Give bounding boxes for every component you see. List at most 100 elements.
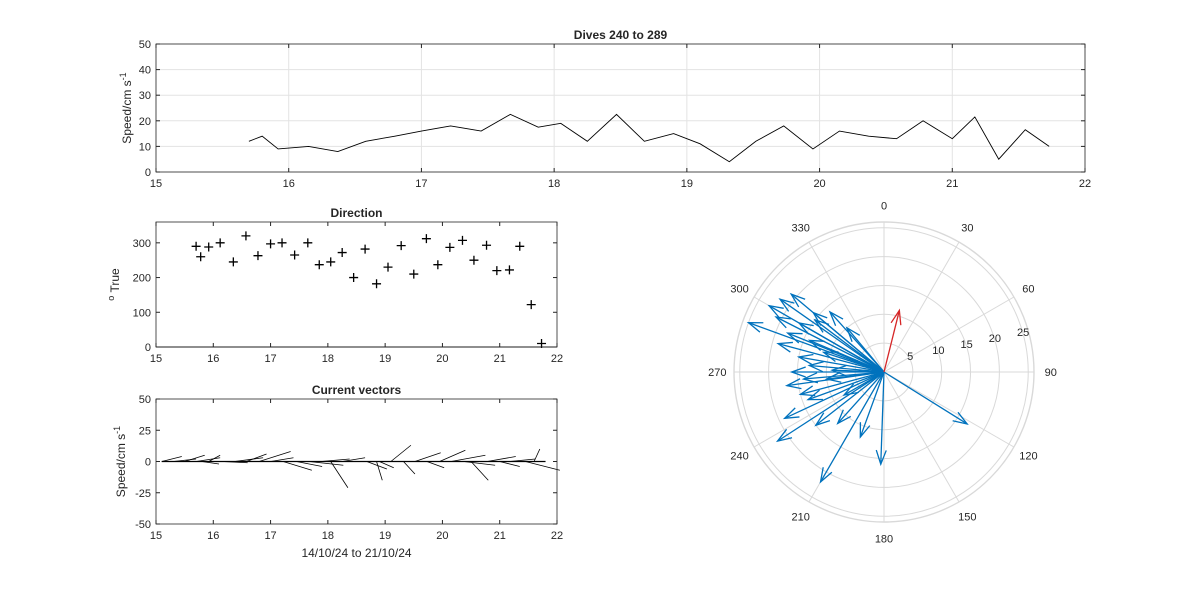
current-arrow-head	[813, 318, 830, 333]
current-arrow-head	[782, 407, 800, 420]
y-axis-label-main: Speed/cm s	[120, 80, 134, 143]
current-arrow-shaft	[775, 316, 885, 373]
direction-point	[409, 269, 419, 279]
polar-spoke	[883, 371, 1015, 448]
x-tick-label: 20	[436, 353, 448, 365]
x-tick-label: 18	[322, 530, 334, 542]
direction-point	[314, 260, 324, 270]
speed-axes: 15 16 17 18 19 20 21 22 0 10 20 30 40 50 Dives 240 to …	[118, 28, 1091, 190]
x-tick-label: 17	[264, 353, 276, 365]
x-tick-label: 18	[322, 353, 334, 365]
direction-point	[433, 260, 443, 270]
x-tick-label: 21	[494, 530, 506, 542]
direction-point	[191, 241, 201, 251]
angle-tick-label: 270	[708, 367, 726, 379]
polar-ring	[768, 256, 1000, 488]
y-tick-label: 300	[133, 238, 151, 250]
current-arrow-shaft	[779, 298, 885, 373]
current-stick	[283, 461, 312, 471]
x-tick-label: 22	[551, 530, 563, 542]
direction-point	[303, 238, 313, 248]
polar-spoke	[808, 241, 885, 373]
current-stick	[426, 461, 445, 469]
current-arrow-head	[775, 428, 793, 443]
current-stick	[509, 458, 536, 462]
current-arrow-head	[952, 411, 969, 425]
direction-axes: 15 16 17 18 19 20 21 22 0 100 200 300 Direction o Tru…	[106, 206, 563, 365]
y-axis-label: Speed/cm s-1	[112, 426, 128, 497]
polar-ring	[739, 227, 1029, 517]
current-arrow-shaft	[826, 371, 885, 380]
y-axis-label: Speed/cm s-1	[118, 72, 134, 143]
y-axis-label-main: True	[108, 268, 122, 296]
x-tick-label: 19	[681, 178, 693, 190]
current-stick	[379, 461, 394, 469]
x-tick-label: 21	[946, 178, 958, 190]
current-arrow-head	[890, 308, 902, 326]
current-arrow-shaft	[846, 327, 885, 373]
current-arrow-head	[767, 304, 784, 318]
current-stick	[296, 461, 323, 467]
current-stick	[366, 461, 388, 470]
y-tick-label: 20	[139, 116, 151, 128]
current-stick	[463, 461, 496, 466]
speed-series-line	[248, 113, 1050, 163]
current-arrow-head	[798, 385, 816, 397]
y-tick-label: 200	[133, 273, 151, 285]
current-stick	[499, 461, 520, 467]
direction-point	[526, 300, 536, 310]
angle-tick-label: 240	[730, 450, 748, 462]
x-tick-label: 19	[379, 353, 391, 365]
current-stick	[201, 461, 220, 465]
direction-point	[396, 241, 406, 251]
current-stick	[184, 454, 205, 462]
current-stick	[234, 457, 264, 462]
y-axis-label-superscript: -1	[112, 426, 122, 434]
current-stick	[376, 461, 383, 481]
current-arrow-head	[836, 409, 852, 425]
direction-point	[360, 244, 370, 254]
angle-tick-label: 300	[730, 284, 748, 296]
current-arrow-head	[828, 310, 844, 326]
direction-point	[504, 265, 514, 275]
current-arrow-head	[746, 322, 764, 333]
current-arrow-shaft	[883, 310, 900, 373]
x-axis-label: 14/10/24 to 21/10/24	[301, 546, 411, 560]
direction-point	[383, 262, 393, 272]
current-arrow-shaft	[880, 371, 885, 465]
direction-point	[445, 242, 455, 252]
radial-tick-label: 25	[1017, 327, 1029, 339]
x-tick-label: 18	[548, 178, 560, 190]
current-stick	[525, 461, 560, 471]
current-arrow-shaft	[798, 322, 885, 373]
current-arrow-shaft	[819, 371, 885, 483]
angle-tick-label: 60	[1022, 284, 1034, 296]
current-arrow-head	[784, 378, 802, 390]
x-tick-label: 16	[207, 530, 219, 542]
direction-point	[241, 231, 251, 241]
current-stick	[221, 461, 248, 464]
current-arrow-shaft	[800, 371, 885, 396]
direction-point	[349, 273, 359, 283]
current-arrow-head	[806, 389, 823, 401]
current-arrow-head	[807, 361, 824, 373]
x-tick-label: 21	[494, 353, 506, 365]
y-tick-label: 50	[139, 39, 151, 51]
current-stick	[487, 456, 516, 462]
chart-title: Direction	[330, 206, 382, 220]
y-tick-label: -25	[135, 488, 151, 500]
current-arrow-shaft	[859, 371, 885, 438]
direction-point	[537, 339, 547, 349]
current-stick	[342, 457, 366, 462]
y-tick-label: 50	[139, 394, 151, 406]
x-tick-label: 16	[207, 353, 219, 365]
plot-area	[156, 44, 1085, 172]
angle-tick-label: 90	[1045, 367, 1057, 379]
compass-axes: 5 10 15 20 25 0 30 60 90 120 150 180 210 240 270 300 330	[708, 200, 1057, 545]
current-arrow-head	[814, 412, 831, 427]
angle-tick-label: 150	[958, 511, 976, 523]
x-tick-label: 20	[436, 530, 448, 542]
current-arrow-shaft	[832, 369, 885, 373]
chart-title: Dives 240 to 289	[574, 28, 668, 42]
x-tick-label: 15	[150, 353, 162, 365]
